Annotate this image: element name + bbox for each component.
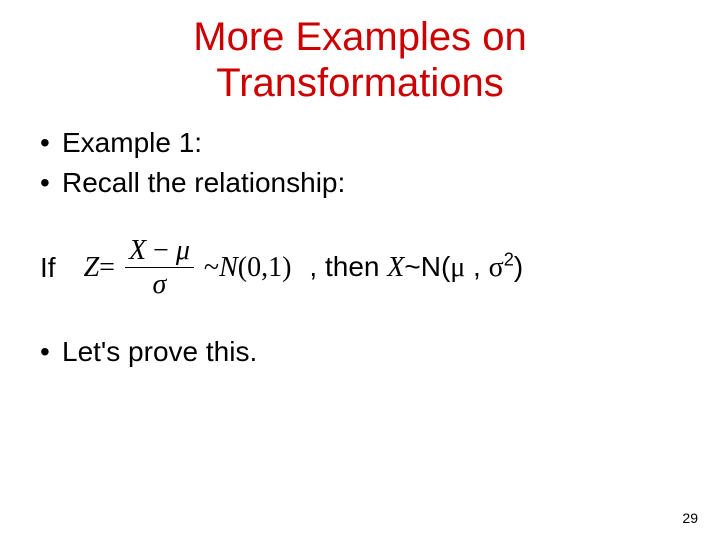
equals-sign: = (99, 249, 115, 287)
title-line-2: Transformations (216, 61, 504, 105)
minus-sign: − (146, 235, 176, 266)
if-label: If (40, 249, 56, 287)
comma-sep: , (465, 251, 488, 282)
slide: More Examples on Transformations • Examp… (0, 0, 720, 540)
math-statement: If Z = X − μ σ ~ N(0,1) , then X~N(μ (38, 236, 682, 300)
exponent-2: 2 (504, 250, 514, 270)
then-clause: , then X~N(μ , σ2) (309, 248, 523, 287)
bullet-text: Example 1: (62, 124, 202, 162)
var-Z: Z (84, 249, 100, 287)
paren-close: ) (514, 251, 523, 282)
fraction: X − μ σ (125, 236, 194, 300)
bullet-text: Let's prove this. (62, 333, 257, 371)
bullet-item: • Example 1: (38, 124, 682, 162)
paren-01: (0,1) (238, 249, 292, 287)
fraction-numerator: X − μ (125, 236, 194, 265)
title-line-1: More Examples on (193, 15, 526, 59)
var-X-2: X (387, 252, 404, 283)
var-X: X (129, 235, 146, 266)
dist-N: N (219, 249, 238, 287)
bullet-dot-icon: • (38, 164, 62, 202)
bullet-dot-icon: • (38, 124, 62, 162)
dist-N-open: N( (421, 251, 451, 282)
slide-title: More Examples on Transformations (0, 0, 720, 106)
greek-mu: μ (176, 235, 190, 266)
bullet-item: • Let's prove this. (38, 333, 682, 371)
greek-mu-2: μ (450, 252, 465, 283)
fraction-bar-icon (125, 267, 194, 268)
tilde-sign: ~ (204, 249, 219, 287)
tilde-sign-2: ~ (404, 251, 420, 282)
greek-sigma: σ (153, 269, 167, 300)
bullet-text: Recall the relationship: (62, 164, 345, 202)
bullet-item: • Recall the relationship: (38, 164, 682, 202)
slide-body: • Example 1: • Recall the relationship: … (0, 106, 720, 371)
bullet-dot-icon: • (38, 333, 62, 371)
page-number: 29 (682, 510, 698, 526)
greek-sigma-2: σ (489, 252, 504, 283)
fraction-denominator: σ (149, 270, 171, 299)
then-text: , then (309, 251, 387, 282)
formula-z-standardize: Z = X − μ σ ~ N(0,1) (84, 236, 292, 300)
